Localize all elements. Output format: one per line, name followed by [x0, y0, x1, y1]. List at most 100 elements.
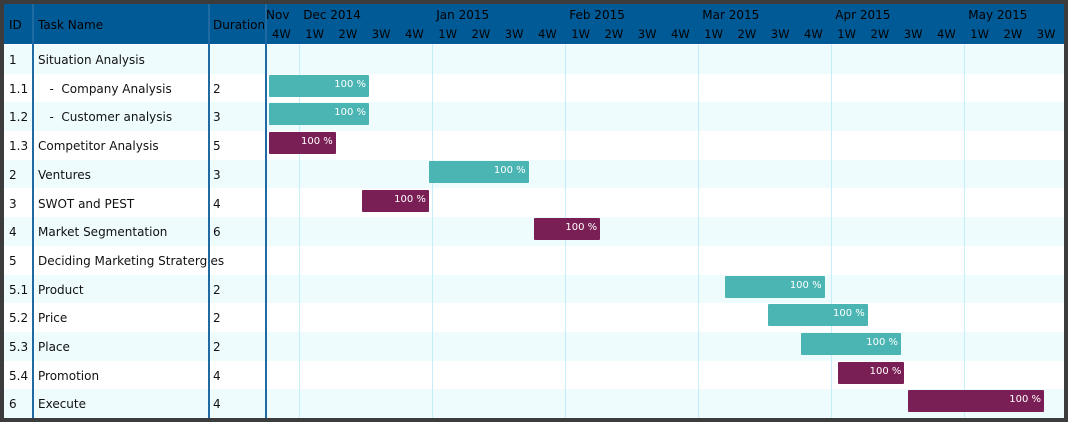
task-bar[interactable]: 100 %	[724, 275, 825, 298]
task-bar[interactable]: 100 %	[837, 361, 905, 384]
task-name: Market Segmentation	[38, 225, 168, 240]
week-label: 2W	[604, 27, 624, 41]
task-bar[interactable]: 100 %	[428, 160, 529, 183]
week-label: 4W	[804, 27, 823, 41]
task-name: Deciding Marketing Stratergies	[38, 253, 225, 268]
task-row[interactable]: 2 Ventures 3	[4, 159, 1064, 189]
task-row[interactable]: 1.1 - Company Analysis 2	[4, 73, 1064, 103]
progress-label: 100 %	[301, 136, 333, 148]
week-label: 1W	[438, 27, 457, 41]
task-duration: 2	[213, 340, 221, 354]
task-name: - Customer analysis	[38, 110, 173, 125]
divider	[208, 4, 210, 418]
task-id: 5.3	[9, 340, 29, 354]
task-id: 3	[9, 196, 17, 211]
task-id: 5.2	[9, 311, 29, 326]
task-row[interactable]: 6 Execute 4	[4, 389, 1064, 418]
week-label: 3W	[770, 27, 790, 41]
progress-label: 100 %	[565, 222, 598, 234]
week-label: 4W	[538, 27, 557, 41]
month-label: Jan 2015	[436, 8, 490, 22]
task-id: 2	[9, 167, 17, 182]
month-label: Dec 2014	[303, 8, 361, 22]
progress-label: 100 %	[394, 193, 426, 205]
divider	[265, 4, 267, 418]
task-row[interactable]: 3 SWOT and PEST 4	[4, 188, 1064, 218]
month-gridline	[432, 44, 434, 418]
task-name: Situation Analysis	[38, 53, 145, 67]
task-bar[interactable]: 100 %	[907, 390, 1045, 413]
task-duration: 2	[213, 311, 221, 326]
task-bar[interactable]: 100 %	[362, 189, 429, 212]
task-row[interactable]: 1.3 Competitor Analysis 5	[4, 131, 1064, 160]
task-id: 4	[9, 225, 17, 240]
task-duration: 3	[213, 110, 221, 125]
task-name: Price	[38, 311, 68, 326]
week-label: 2W	[471, 27, 491, 41]
task-id: 1.3	[9, 139, 29, 154]
gantt-chart: 1 Situation Analysis 1.1 - Company Analysi…	[4, 4, 1064, 418]
task-row[interactable]: 5.2 Price 2	[4, 303, 1064, 332]
week-label: 4W	[405, 27, 424, 41]
progress-label: 100 %	[866, 337, 899, 348]
task-row[interactable]: 5.1 Product 2	[4, 274, 1064, 304]
task-row[interactable]: 5.3 Place 2	[4, 332, 1064, 361]
task-row[interactable]: 1 Situation Analysis	[4, 45, 1064, 74]
task-bar[interactable]: 100 %	[269, 74, 370, 97]
week-label: 1W	[970, 27, 989, 41]
task-duration: 4	[213, 397, 221, 412]
task-duration: 5	[213, 139, 221, 154]
task-name: Competitor Analysis	[38, 139, 159, 154]
month-gridline	[299, 44, 301, 418]
task-id: 1.2	[9, 110, 29, 125]
task-bar[interactable]: 100 %	[533, 218, 601, 241]
task-name: - Company Analysis	[38, 81, 172, 96]
progress-label: 100 %	[789, 279, 822, 291]
week-label: 4W	[671, 27, 690, 41]
task-bar[interactable]: 100 %	[801, 333, 902, 355]
week-label: 2W	[1003, 27, 1023, 41]
month-gridline	[964, 44, 966, 418]
week-label: 2W	[870, 27, 890, 41]
task-row[interactable]: 1.2 - Customer analysis 3	[4, 102, 1064, 132]
task-bar[interactable]: 100 %	[269, 132, 336, 155]
month-gridline	[698, 44, 700, 418]
task-bar[interactable]: 100 %	[269, 103, 370, 126]
task-name: Place	[38, 340, 70, 354]
task-duration: 6	[213, 225, 221, 240]
task-duration: 3	[213, 167, 221, 182]
task-name: Product	[38, 282, 84, 297]
task-id: 6	[9, 397, 17, 412]
week-label: 1W	[704, 27, 723, 41]
header-task-name: Task Name	[38, 18, 104, 32]
progress-label: 100 %	[869, 365, 902, 377]
week-label: 2W	[338, 27, 358, 41]
progress-label: 100 %	[833, 308, 865, 320]
month-gridline	[831, 44, 833, 418]
divider	[32, 4, 34, 418]
month-label: May 2015	[968, 8, 1028, 22]
week-label: 3W	[1036, 27, 1056, 41]
task-row[interactable]: 5.4 Promotion 4	[4, 360, 1064, 390]
progress-label: 100 %	[1009, 394, 1042, 406]
task-name: SWOT and PEST	[38, 196, 135, 211]
task-duration: 4	[213, 368, 221, 383]
week-label: 3W	[637, 27, 657, 41]
week-label: 3W	[504, 27, 524, 41]
task-id: 5.1	[9, 282, 29, 297]
week-label: 3W	[371, 27, 391, 41]
task-bar[interactable]: 100 %	[768, 304, 868, 327]
task-duration: 2	[213, 81, 221, 96]
task-row[interactable]: 5 Deciding Marketing Stratergies	[4, 245, 1064, 275]
task-id: 1.1	[9, 81, 29, 96]
progress-label: 100 %	[493, 164, 526, 176]
task-duration: 2	[213, 282, 221, 297]
week-label: 1W	[305, 27, 324, 41]
week-label: 4W	[937, 27, 956, 41]
week-label: 1W	[837, 27, 856, 41]
month-label: Feb 2015	[569, 8, 625, 22]
week-label: 4W	[272, 27, 291, 41]
week-label: 3W	[903, 27, 923, 41]
progress-label: 100 %	[334, 78, 367, 90]
task-name: Ventures	[38, 167, 91, 182]
